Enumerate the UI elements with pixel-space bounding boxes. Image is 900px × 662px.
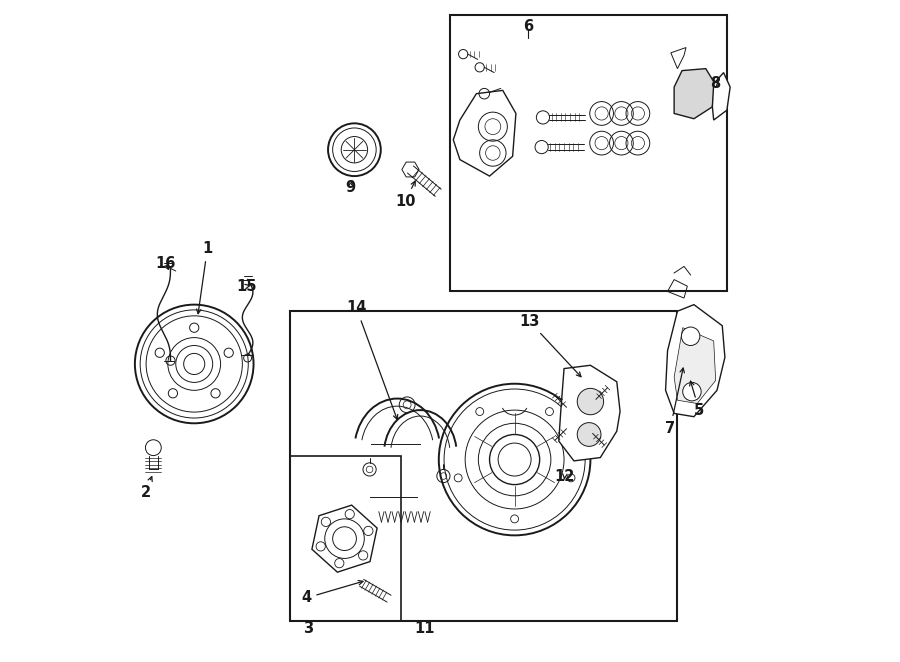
Text: 3: 3 [303,622,313,636]
Text: 14: 14 [346,301,398,419]
Circle shape [577,422,601,446]
Polygon shape [559,365,620,461]
Polygon shape [666,305,724,416]
Text: 11: 11 [415,622,436,636]
Bar [291,311,678,621]
Polygon shape [674,69,715,118]
Text: 7: 7 [665,368,684,436]
Polygon shape [713,73,730,120]
Text: 13: 13 [519,314,581,377]
Text: 15: 15 [237,279,257,294]
Polygon shape [454,91,516,176]
Circle shape [683,383,701,401]
Text: 16: 16 [155,256,176,271]
Text: 2: 2 [140,477,152,500]
Text: 1: 1 [196,241,212,314]
Text: 5: 5 [689,381,705,418]
Text: 6: 6 [523,19,533,34]
Circle shape [681,327,700,346]
Text: 12: 12 [554,469,575,483]
Text: 10: 10 [395,181,416,209]
Text: 4: 4 [302,581,363,606]
Polygon shape [312,505,377,572]
Bar [291,456,400,621]
Text: 9: 9 [346,180,356,195]
Polygon shape [674,328,716,404]
Text: 8: 8 [710,76,721,91]
Bar [450,15,727,291]
Circle shape [577,389,604,414]
